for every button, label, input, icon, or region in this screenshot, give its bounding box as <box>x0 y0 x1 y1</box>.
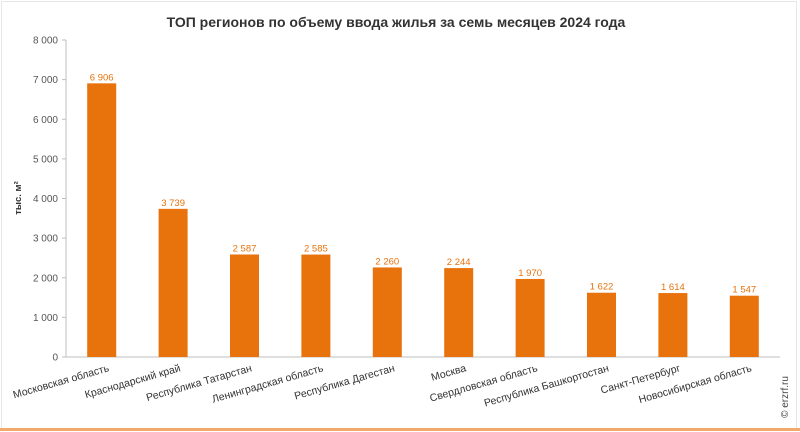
y-tick-label: 3 000 <box>33 234 58 245</box>
bar-value-label: 1 622 <box>590 282 614 293</box>
bar <box>587 292 616 357</box>
y-tick-label: 6 000 <box>33 115 58 126</box>
credit-text: © erzrf.ru <box>780 376 791 418</box>
chart-title: ТОП регионов по объему ввода жилья за се… <box>167 14 626 30</box>
bar <box>515 278 545 357</box>
bar-value-label: 2 260 <box>375 256 399 267</box>
y-tick-label: 8 000 <box>33 36 58 47</box>
y-tick-label: 2 000 <box>33 273 58 284</box>
category-label: Республика Башкортостан <box>483 362 611 409</box>
bar <box>87 83 117 358</box>
y-tick-label: 4 000 <box>33 194 58 205</box>
bar-value-label: 3 739 <box>161 198 185 209</box>
bar-value-label: 1 614 <box>661 282 685 293</box>
bar-value-label: 2 244 <box>447 257 471 268</box>
y-tick-label: 0 <box>52 353 58 364</box>
bar <box>372 267 402 357</box>
y-tick-label: 7 000 <box>33 75 58 86</box>
bottom-rule <box>0 428 800 431</box>
bar <box>729 295 759 357</box>
bar <box>301 254 331 357</box>
bar-value-label: 2 585 <box>304 244 328 255</box>
value-labels-group: 6 906 3 739 2 587 2 585 2 260 2 244 1 970 1 622… <box>90 72 756 295</box>
bar-value-label: 1 970 <box>518 268 542 279</box>
bar <box>444 268 474 357</box>
bar-value-label: 1 547 <box>732 285 756 296</box>
y-tick-label: 1 000 <box>33 313 58 324</box>
y-tick-label: 5 000 <box>33 154 58 165</box>
bar-value-label: 6 906 <box>90 72 114 83</box>
y-axis-ticks: 0 1 000 2 000 3 000 4 000 5 000 6 000 7 000 8 00… <box>33 36 66 364</box>
bar <box>158 208 188 357</box>
bars-group <box>87 83 759 358</box>
y-axis-label: тыс. м² <box>13 181 24 215</box>
bar-value-label: 2 587 <box>233 243 257 254</box>
category-label: Москва <box>430 362 468 383</box>
bar <box>658 293 688 357</box>
bar <box>230 254 259 357</box>
